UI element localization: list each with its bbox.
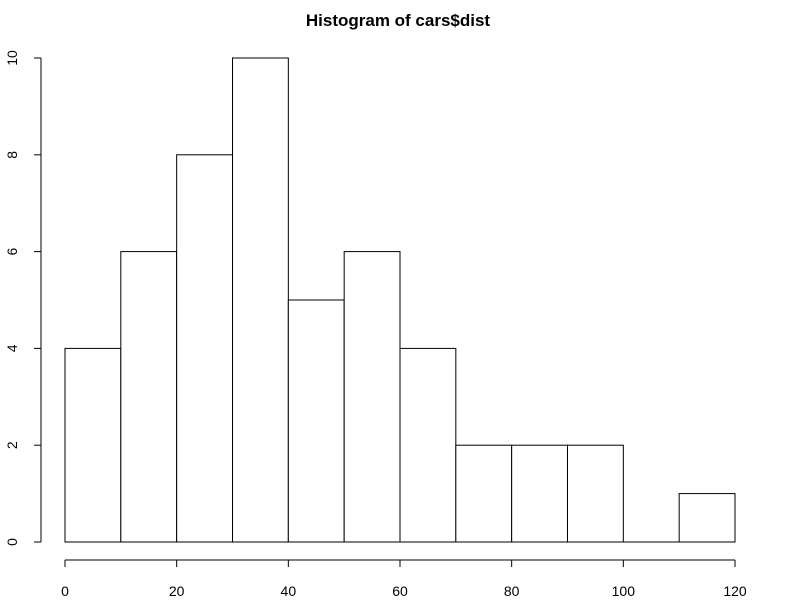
histogram-bar-110-120: [678, 493, 736, 543]
histogram-bar-80-90: [511, 444, 568, 543]
x-tick-label-100: 100: [612, 583, 636, 599]
y-tick-label-6: 6: [4, 247, 20, 255]
x-tick-label-0: 0: [61, 583, 69, 599]
histogram-bar-40-50: [287, 299, 345, 543]
histogram-bar-10-20: [120, 251, 178, 543]
histogram-bar-50-60: [343, 251, 401, 543]
x-tick-label-80: 80: [504, 583, 520, 599]
y-tick-label-0: 0: [4, 538, 20, 546]
y-axis: 0 2 4 6 8 10: [4, 50, 42, 546]
bars-layer: [64, 57, 736, 543]
y-tick-label-4: 4: [4, 344, 20, 352]
histogram-bar-20-30: [176, 154, 234, 543]
histogram-bar-30-40: [232, 57, 289, 543]
x-tick-label-40: 40: [281, 583, 297, 599]
histogram-bar-70-80: [455, 444, 513, 543]
histogram-bar-0-10: [64, 347, 122, 543]
y-tick-label-10: 10: [4, 50, 20, 66]
histogram-bar-90-100: [567, 444, 624, 543]
x-tick-label-60: 60: [392, 583, 408, 599]
histogram-bar-60-70: [399, 347, 457, 543]
y-tick-label-8: 8: [4, 151, 20, 159]
y-tick-label-2: 2: [4, 441, 20, 449]
x-tick-label-120: 120: [723, 583, 747, 599]
x-axis: 0 20 40 60 80 100 120: [61, 559, 747, 599]
chart-title: Histogram of cars$dist: [306, 11, 491, 30]
x-tick-label-20: 20: [169, 583, 185, 599]
